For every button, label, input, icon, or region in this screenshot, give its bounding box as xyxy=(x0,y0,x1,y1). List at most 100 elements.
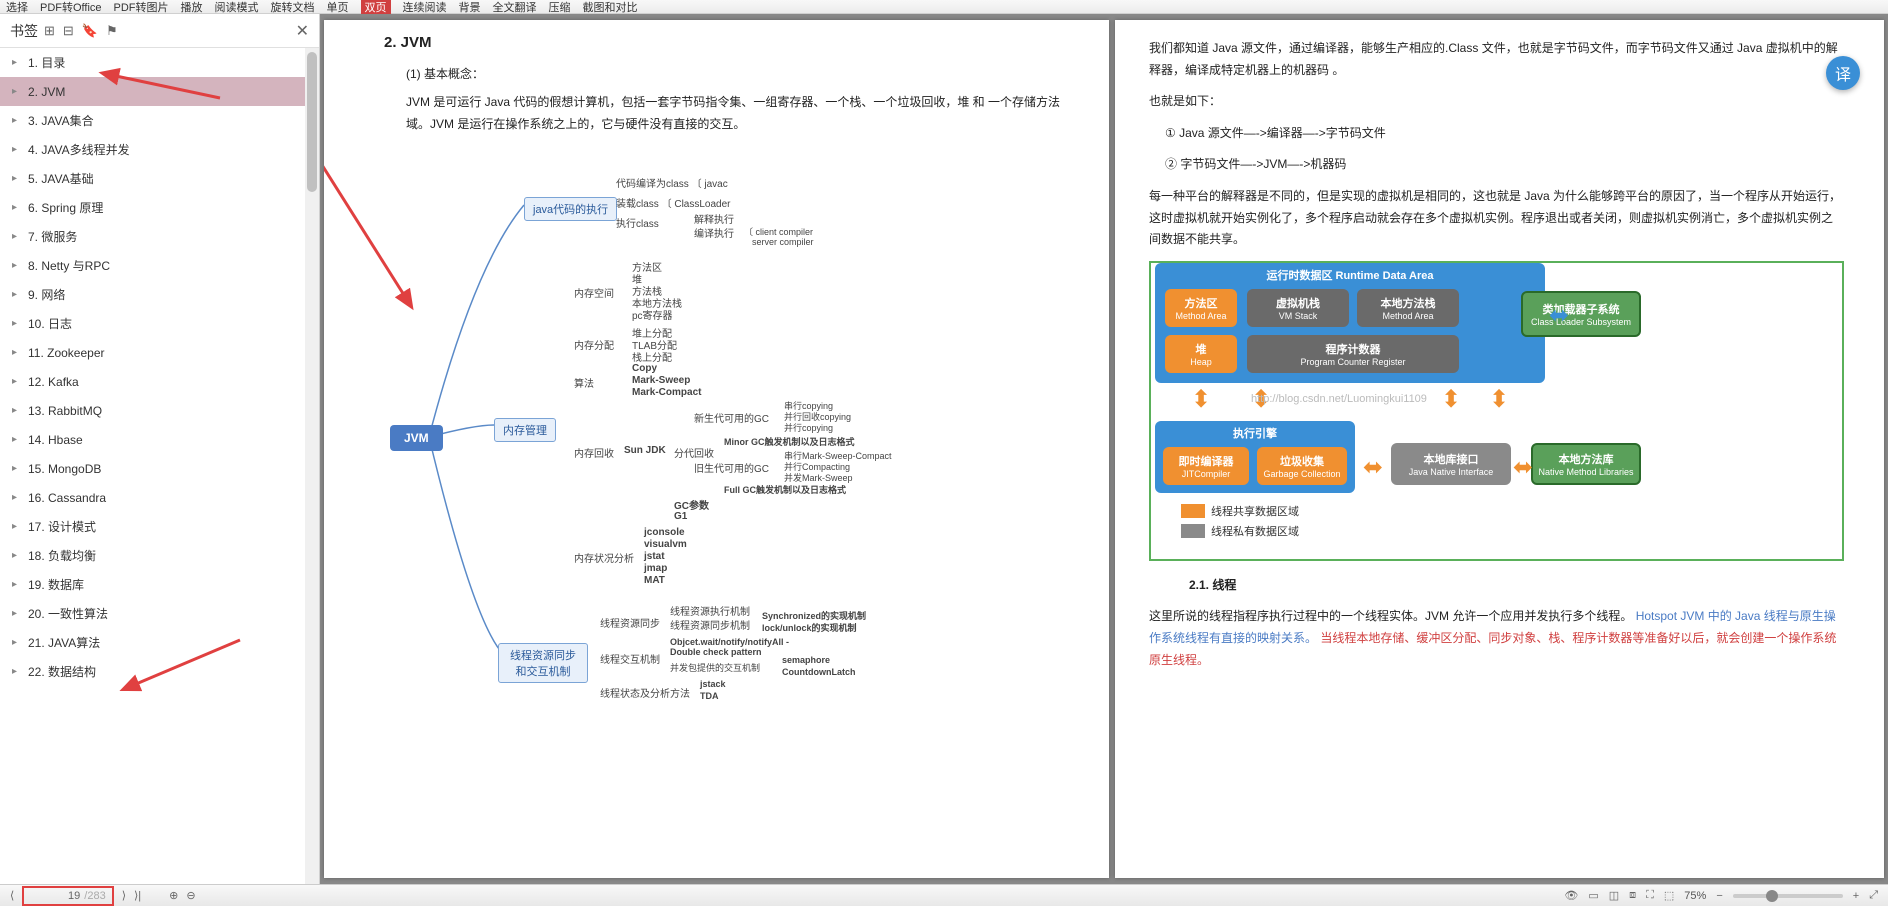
orange-arrow-icon: ⬍ xyxy=(1489,385,1509,414)
chevron-right-icon: ▸ xyxy=(12,260,24,271)
bookmark-item[interactable]: ▸15. MongoDB xyxy=(0,454,319,483)
bookmark-item[interactable]: ▸7. 微服务 xyxy=(0,222,319,251)
bookmark-item[interactable]: ▸14. Hbase xyxy=(0,425,319,454)
bookmark-item[interactable]: ▸5. JAVA基础 xyxy=(0,164,319,193)
tb-readmode[interactable]: 阅读模式 xyxy=(215,0,259,15)
mm-leaf: semaphore xyxy=(782,655,830,665)
tb-pdf2img[interactable]: PDF转图片 xyxy=(114,0,169,15)
page-input[interactable] xyxy=(30,890,80,902)
bm-collapse-icon[interactable]: ⊟ xyxy=(63,23,74,39)
chevron-right-icon: ▸ xyxy=(12,608,24,619)
zoom-slider[interactable] xyxy=(1733,894,1843,898)
section-21-title: 2.1. 线程 xyxy=(1189,575,1844,597)
bookmark-label: 5. JAVA基础 xyxy=(28,170,94,187)
layout2-icon[interactable]: ◫ xyxy=(1609,889,1619,902)
bookmark-item[interactable]: ▸10. 日志 xyxy=(0,309,319,338)
expand-icon[interactable]: ⤢ xyxy=(1869,889,1878,902)
next-page-icon[interactable]: ⟩ xyxy=(122,889,126,902)
mm-leaf: jmap xyxy=(644,563,667,574)
mm-leaf: 内存空间 xyxy=(574,285,614,300)
tb-rotate[interactable]: 旋转文档 xyxy=(271,0,315,15)
bookmark-label: 2. JVM xyxy=(28,85,65,99)
bookmark-item[interactable]: ▸4. JAVA多线程并发 xyxy=(0,135,319,164)
tb-bg[interactable]: 背景 xyxy=(459,0,481,15)
tb-double[interactable]: 双页 xyxy=(361,0,391,15)
bm-add-icon[interactable]: 🔖 xyxy=(82,23,98,39)
red-arrow-annotation xyxy=(110,70,230,110)
tb-continuous[interactable]: 连续阅读 xyxy=(403,0,447,15)
bookmark-item[interactable]: ▸8. Netty 与RPC xyxy=(0,251,319,280)
tb-play[interactable]: 播放 xyxy=(181,0,203,15)
bookmark-label: 20. 一致性算法 xyxy=(28,605,108,622)
bookmark-item[interactable]: ▸11. Zookeeper xyxy=(0,338,319,367)
bookmark-item[interactable]: ▸ 20. 一致性算法 xyxy=(0,599,319,628)
blue-arrow-icon: ⬌ xyxy=(1549,301,1569,330)
bookmark-label: 13. RabbitMQ xyxy=(28,404,102,418)
status-bar: ⟨ /283 ⟩ ⟩| ⊕ ⊖ 👁 ▭ ◫ ⧈ ⛶ ⬚ 75% − + ⤢ xyxy=(0,884,1888,906)
zoom-out-icon[interactable]: ⊖ xyxy=(186,889,195,902)
mm-leaf: 旧生代可用的GC xyxy=(694,460,769,475)
bookmark-item[interactable]: ▸17. 设计模式 xyxy=(0,512,319,541)
tb-compress[interactable]: 压缩 xyxy=(549,0,571,15)
bookmark-item[interactable]: ▸19. 数据库 xyxy=(0,570,319,599)
tb-single[interactable]: 单页 xyxy=(327,0,349,15)
tb-pdf2office[interactable]: PDF转Office xyxy=(40,0,102,15)
orange-arrow-icon: ⬍ xyxy=(1441,385,1461,414)
mm-leaf: Mark-Sweep xyxy=(632,375,690,386)
fit-icon[interactable]: ⬚ xyxy=(1664,889,1674,902)
orange-arrow-icon: ⬍ xyxy=(1191,385,1211,414)
page-total: /283 xyxy=(84,890,105,902)
mm-root: JVM xyxy=(390,425,443,451)
floating-translate-button[interactable]: 译 xyxy=(1826,56,1860,90)
bookmark-item[interactable]: ▸3. JAVA集合 xyxy=(0,106,319,135)
zoom-value: 75% xyxy=(1684,890,1706,902)
bm-flag-icon[interactable]: ⚑ xyxy=(106,23,118,39)
page-left: 2. JVM (1) 基本概念： JVM 是可运行 Java 代码的假想计算机，… xyxy=(324,20,1109,878)
sidebar-scrollbar[interactable] xyxy=(305,48,319,884)
bookmark-label: 14. Hbase xyxy=(28,433,83,447)
mm-leaf: 内存分配 xyxy=(574,337,614,352)
zoom-in-icon[interactable]: ⊕ xyxy=(169,889,178,902)
sidebar-scrollbar-thumb[interactable] xyxy=(307,52,317,192)
mm-leaf: Sun JDK xyxy=(624,445,666,456)
fullscreen-icon[interactable]: ⛶ xyxy=(1646,889,1654,902)
bm-expand-icon[interactable]: ⊞ xyxy=(44,23,55,39)
chevron-right-icon: ▸ xyxy=(12,463,24,474)
layout1-icon[interactable]: ▭ xyxy=(1588,889,1598,902)
chevron-right-icon: ▸ xyxy=(12,376,24,387)
mm-leaf: 解释执行 xyxy=(694,211,734,226)
bookmark-item[interactable]: ▸6. Spring 原理 xyxy=(0,193,319,222)
rd-gc: 垃圾收集Garbage Collection xyxy=(1257,447,1347,485)
tb-screenshot[interactable]: 截图和对比 xyxy=(583,0,638,15)
chevron-right-icon: ▸ xyxy=(12,347,24,358)
view-icon[interactable]: 👁 xyxy=(1564,889,1578,902)
first-page-icon[interactable]: ⟨ xyxy=(10,889,14,902)
mm-leaf: 新生代可用的GC xyxy=(694,410,769,425)
page-right: 我们都知道 Java 源文件，通过编译器，能够生产相应的.Class 文件，也就… xyxy=(1115,20,1884,878)
bookmark-label: 9. 网络 xyxy=(28,286,65,303)
chevron-right-icon: ▸ xyxy=(12,57,24,68)
rd-jit: 即时编译器JITCompiler xyxy=(1163,447,1249,485)
bookmark-label: 7. 微服务 xyxy=(28,228,77,245)
zoom-plus-icon[interactable]: + xyxy=(1853,890,1859,902)
chevron-right-icon: ▸ xyxy=(12,492,24,503)
last-page-icon[interactable]: ⟩| xyxy=(134,889,141,902)
rd-jni: 本地库接口Java Native Interface xyxy=(1391,443,1511,485)
legend-private: 线程私有数据区域 xyxy=(1181,523,1299,539)
tb-translate[interactable]: 全文翻译 xyxy=(493,0,537,15)
bookmark-label: 17. 设计模式 xyxy=(28,518,96,535)
bookmark-item[interactable]: ▸18. 负载均衡 xyxy=(0,541,319,570)
bookmarks-list: ▸1. 目录▸2. JVM▸3. JAVA集合▸4. JAVA多线程并发▸5. … xyxy=(0,48,319,884)
bookmark-item[interactable]: ▸16. Cassandra xyxy=(0,483,319,512)
bookmark-item[interactable]: ▸13. RabbitMQ xyxy=(0,396,319,425)
zoom-slider-thumb[interactable] xyxy=(1766,890,1778,902)
mm-leaf: 代码编译为class 〔 javac xyxy=(616,175,728,190)
bookmark-item[interactable]: ▸9. 网络 xyxy=(0,280,319,309)
watermark-text: http://blog.csdn.net/Luomingkui1109 xyxy=(1251,393,1427,405)
tb-select[interactable]: 选择 xyxy=(6,0,28,15)
zoom-minus-icon[interactable]: − xyxy=(1716,890,1722,902)
sidebar-close-icon[interactable]: ✕ xyxy=(296,21,309,41)
legend-shared: 线程共享数据区域 xyxy=(1181,503,1299,519)
bookmark-item[interactable]: ▸12. Kafka xyxy=(0,367,319,396)
layout3-icon[interactable]: ⧈ xyxy=(1629,889,1636,902)
